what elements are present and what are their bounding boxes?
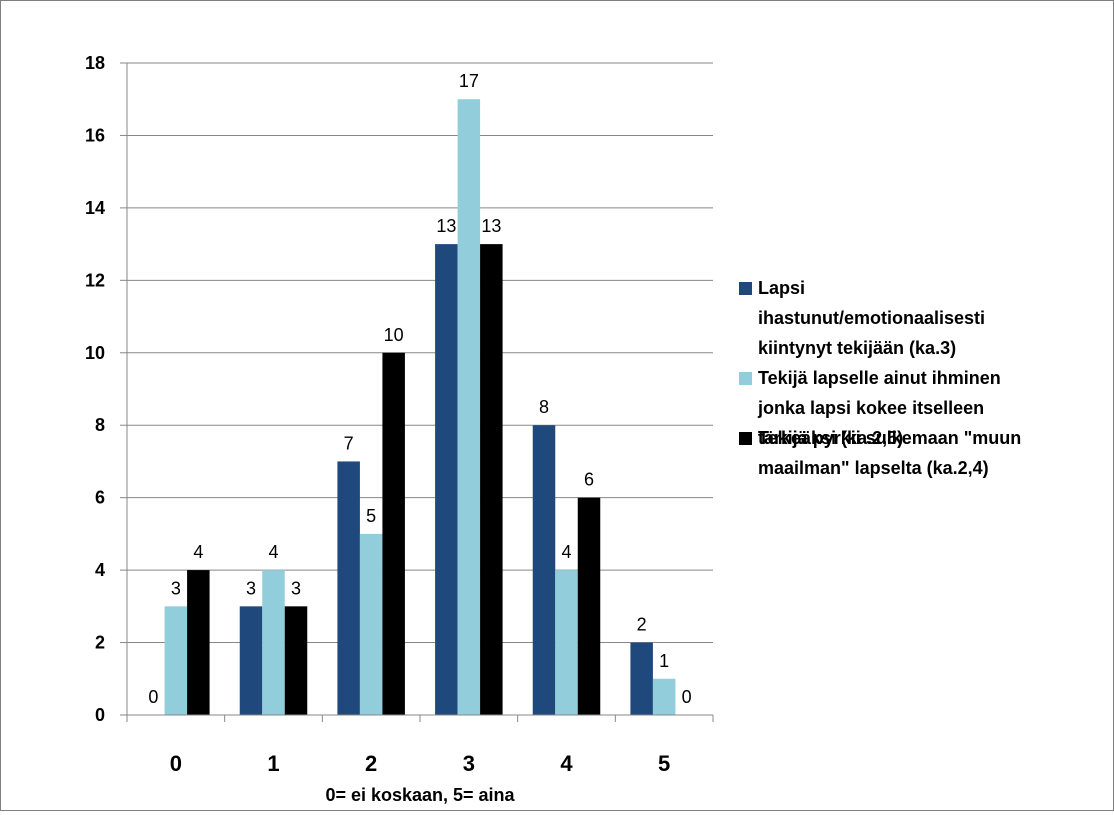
- data-label: 7: [344, 433, 354, 453]
- bar: [164, 606, 188, 715]
- data-label: 1: [659, 651, 669, 671]
- bar: [262, 570, 285, 715]
- axes: [126, 63, 714, 722]
- y-tick-label: 18: [85, 53, 105, 73]
- y-tick-label: 12: [85, 270, 105, 290]
- legend-entry-text: jonka lapsi kokee itselleen: [757, 398, 984, 418]
- legend-swatch: [739, 432, 752, 445]
- data-label: 2: [637, 615, 647, 635]
- y-tick-label: 10: [85, 343, 105, 363]
- category-label: 3: [463, 751, 475, 776]
- gridlines: [120, 62, 713, 716]
- data-label: 3: [171, 578, 181, 598]
- data-label: 3: [291, 578, 301, 598]
- bar: [457, 99, 481, 715]
- bars: [164, 99, 676, 715]
- data-label: 13: [436, 216, 456, 236]
- legend-entry-text: tärkeäksi (ka.2,5): [758, 428, 903, 448]
- bar: [652, 678, 676, 715]
- bar: [480, 244, 503, 715]
- data-label: 8: [539, 397, 549, 417]
- category-label: 5: [658, 751, 670, 776]
- legend-entry-text: Lapsi: [758, 278, 805, 298]
- y-tick-label: 6: [95, 488, 105, 508]
- bar: [382, 352, 405, 715]
- category-label: 0: [170, 751, 182, 776]
- x-axis-label: 0= ei koskaan, 5= aina: [325, 785, 515, 805]
- bar: [187, 570, 210, 715]
- category-labels: 0 1 2 3 4 5: [170, 751, 671, 776]
- data-label: 4: [268, 542, 278, 562]
- y-tick-label: 2: [95, 633, 105, 653]
- bar: [435, 244, 458, 715]
- data-label: 6: [584, 470, 594, 490]
- y-tick-label: 4: [95, 560, 105, 580]
- category-label: 4: [560, 751, 573, 776]
- data-label: 3: [246, 578, 256, 598]
- legend-swatch: [739, 282, 752, 295]
- bar: [337, 461, 360, 715]
- y-tick-label: 0: [95, 705, 105, 725]
- data-label: 4: [561, 542, 571, 562]
- bar: [284, 606, 308, 715]
- bar: [630, 642, 653, 715]
- legend-entry-text: ihastunut/emotionaalisesti: [758, 308, 985, 328]
- legend: Lapsi ihastunut/emotionaalisesti kiintynyt…: [739, 278, 1021, 478]
- legend-entry-text: Tekijä pyrkii sulkemaan "muun: [758, 428, 1021, 448]
- category-label: 1: [267, 751, 279, 776]
- data-label: 10: [384, 325, 404, 345]
- legend-entry-text: maailman" lapselta (ka.2,4): [758, 458, 989, 478]
- category-label: 2: [365, 751, 377, 776]
- legend-entry-text: Tekijä lapselle ainut ihminen: [758, 368, 1001, 388]
- data-label: 4: [193, 542, 203, 562]
- data-label: 5: [366, 506, 376, 526]
- y-tick-label: 8: [95, 415, 105, 435]
- bar: [359, 533, 383, 715]
- data-label: 17: [459, 71, 479, 91]
- data-label: 0: [148, 687, 158, 707]
- legend-swatch: [739, 372, 752, 385]
- bar: [239, 606, 263, 715]
- y-tick-labels: 0 2 4 6 8 10 12 14 16 18: [85, 53, 105, 725]
- bar: [577, 497, 601, 715]
- bar: [555, 570, 578, 715]
- data-label: 13: [481, 216, 501, 236]
- y-tick-label: 16: [85, 125, 105, 145]
- bar: [532, 425, 556, 715]
- data-label: 0: [682, 687, 692, 707]
- y-tick-label: 14: [85, 198, 105, 218]
- legend-entry-text: kiintynyt tekijään (ka.3): [758, 338, 956, 358]
